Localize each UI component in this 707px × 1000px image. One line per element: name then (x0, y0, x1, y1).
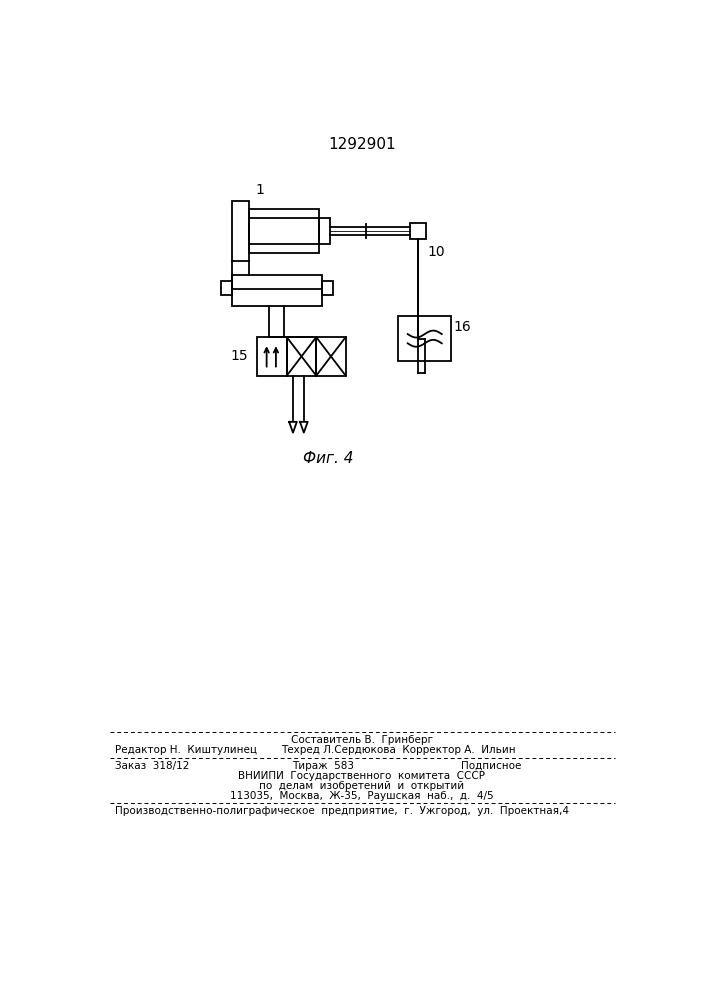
Bar (322, 281, 333, 295)
Text: 10: 10 (428, 245, 445, 259)
Bar (410, 223, 426, 239)
Text: Производственно-полиграфическое  предприятие,  г.  Ужгород,  ул.  Проектная,4: Производственно-полиграфическое предприя… (115, 806, 568, 816)
Text: Составитель В.  Гринберг: Составитель В. Гринберг (291, 735, 433, 745)
Text: Техред Л.Сердюкова  Корректор А.  Ильин: Техред Л.Сердюкова Корректор А. Ильин (281, 745, 515, 755)
Text: 16: 16 (453, 320, 471, 334)
Bar (249, 209, 319, 253)
Text: Тираж  583: Тираж 583 (292, 761, 354, 771)
Text: Фиг. 4: Фиг. 4 (303, 451, 354, 466)
Text: Подписное: Подписное (461, 761, 522, 771)
Text: Редактор Н.  Киштулинец: Редактор Н. Киштулинец (115, 745, 257, 755)
Text: 15: 15 (230, 349, 248, 363)
Text: 1: 1 (256, 183, 264, 197)
Text: ВНИИПИ  Государственного  комитета  СССР: ВНИИПИ Государственного комитета СССР (238, 771, 486, 781)
Bar (319, 218, 330, 244)
Text: по  делам  изобретений  и  открытий: по делам изобретений и открытий (259, 781, 464, 791)
Bar (232, 201, 249, 261)
Text: 113035,  Москва,  Ж-35,  Раушская  наб.,  д.  4/5: 113035, Москва, Ж-35, Раушская наб., д. … (230, 791, 493, 801)
Text: Заказ  318/12: Заказ 318/12 (115, 761, 189, 771)
Bar (232, 275, 322, 306)
Bar (287, 337, 316, 376)
Bar (316, 337, 346, 376)
Bar (398, 316, 451, 361)
Bar (221, 281, 232, 295)
Bar (257, 337, 287, 376)
Text: 1292901: 1292901 (328, 137, 396, 152)
